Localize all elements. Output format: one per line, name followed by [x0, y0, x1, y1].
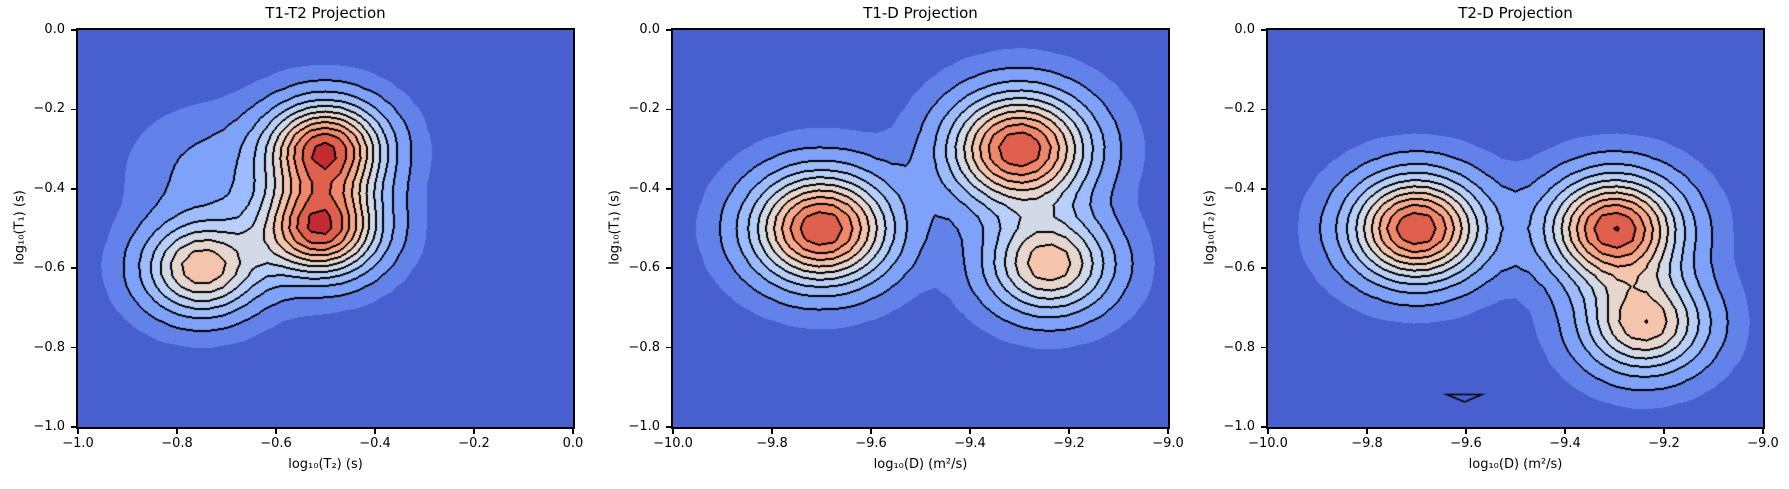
x-tick-mark [77, 429, 79, 434]
y-tick-label: 0.0 [44, 22, 65, 37]
x-tick-mark [572, 429, 574, 434]
y-tick-label: 0.0 [639, 22, 660, 37]
x-tick-mark [1267, 429, 1269, 434]
y-tick-mark [71, 426, 76, 428]
x-tick-mark [672, 429, 674, 434]
y-tick-label: −0.4 [1223, 180, 1255, 196]
y-tick-mark [666, 267, 671, 269]
y-tick-mark [1261, 29, 1266, 31]
x-tick-mark [473, 429, 475, 434]
x-tick-mark [1762, 429, 1764, 434]
x-tick-label: −9.6 [1450, 436, 1482, 451]
x-tick-label: −0.2 [458, 436, 490, 451]
x-tick-label: −9.4 [1549, 436, 1581, 451]
y-tick-label: −0.8 [33, 339, 65, 355]
x-tick-mark [1564, 429, 1566, 434]
x-tick-mark [1068, 429, 1070, 434]
x-axis-label: log₁₀(T₂) (s) [288, 457, 363, 472]
y-tick-label: −1.0 [1223, 419, 1255, 434]
y-tick-label: −1.0 [33, 419, 65, 434]
x-tick-label: −9.0 [1152, 436, 1184, 451]
x-tick-mark [176, 429, 178, 434]
contour-canvas [1268, 30, 1763, 427]
y-tick-mark [666, 108, 671, 111]
plot-area [1266, 28, 1765, 429]
x-tick-label: −10.0 [653, 436, 693, 451]
x-tick-mark [374, 429, 376, 434]
x-tick-mark [870, 429, 872, 434]
contour-canvas [78, 30, 573, 427]
x-axis-label: log₁₀(D) (m²/s) [1468, 457, 1563, 472]
contour-canvas [673, 30, 1168, 427]
y-tick-label: −0.2 [1223, 101, 1255, 117]
y-tick-mark [1261, 426, 1266, 428]
y-tick-mark [1261, 346, 1266, 349]
y-tick-mark [71, 29, 76, 31]
y-tick-mark [666, 188, 671, 190]
x-tick-label: −0.4 [359, 436, 391, 451]
x-tick-label: −0.8 [161, 436, 193, 451]
x-tick-label: 0.0 [562, 436, 584, 451]
panel-title: T2-D Projection [1458, 4, 1573, 22]
x-tick-label: −9.4 [954, 436, 986, 451]
x-tick-label: −1.0 [62, 436, 94, 451]
x-tick-label: −9.2 [1053, 436, 1085, 451]
y-tick-label: −0.8 [628, 339, 660, 355]
x-tick-label: −9.8 [756, 436, 788, 451]
y-tick-mark [1261, 188, 1266, 190]
y-tick-mark [666, 29, 671, 31]
x-tick-mark [969, 429, 971, 434]
y-tick-label: −0.8 [1223, 339, 1255, 355]
y-tick-label: −0.6 [628, 260, 660, 276]
x-tick-label: −9.0 [1747, 436, 1779, 451]
x-tick-label: −10.0 [1248, 436, 1288, 451]
y-tick-label: −0.4 [33, 180, 65, 196]
y-tick-mark [1261, 108, 1266, 111]
y-tick-mark [666, 426, 671, 428]
y-tick-label: −0.6 [1223, 260, 1255, 276]
y-tick-label: −1.0 [628, 419, 660, 434]
x-tick-mark [1366, 429, 1368, 434]
y-tick-mark [1261, 267, 1266, 269]
y-tick-label: −0.6 [33, 260, 65, 276]
plot-area [76, 28, 575, 429]
x-tick-label: −9.6 [855, 436, 887, 451]
y-axis-label: log₁₀(T₁) (s) [12, 189, 28, 265]
x-axis-label: log₁₀(D) (m²/s) [873, 457, 968, 472]
x-tick-mark [771, 429, 773, 434]
plot-area [671, 28, 1170, 429]
panel-title: T1-T2 Projection [265, 4, 386, 22]
y-tick-mark [71, 188, 76, 190]
x-tick-label: −9.8 [1351, 436, 1383, 451]
y-tick-mark [666, 346, 671, 349]
y-axis-label: log₁₀(T₁) (s) [607, 189, 623, 265]
y-tick-mark [71, 267, 76, 269]
y-tick-label: −0.2 [628, 101, 660, 117]
x-tick-label: −0.6 [260, 436, 292, 451]
y-tick-mark [71, 346, 76, 349]
y-axis-label: log₁₀(T₂) (s) [1202, 189, 1218, 265]
x-tick-mark [275, 429, 277, 434]
panel-title: T1-D Projection [863, 4, 978, 22]
x-tick-label: −9.2 [1648, 436, 1680, 451]
y-tick-mark [71, 108, 76, 111]
y-tick-label: −0.2 [33, 101, 65, 117]
x-tick-mark [1167, 429, 1169, 434]
y-tick-label: 0.0 [1234, 22, 1255, 37]
y-tick-label: −0.4 [628, 180, 660, 196]
x-tick-mark [1465, 429, 1467, 434]
x-tick-mark [1663, 429, 1665, 434]
